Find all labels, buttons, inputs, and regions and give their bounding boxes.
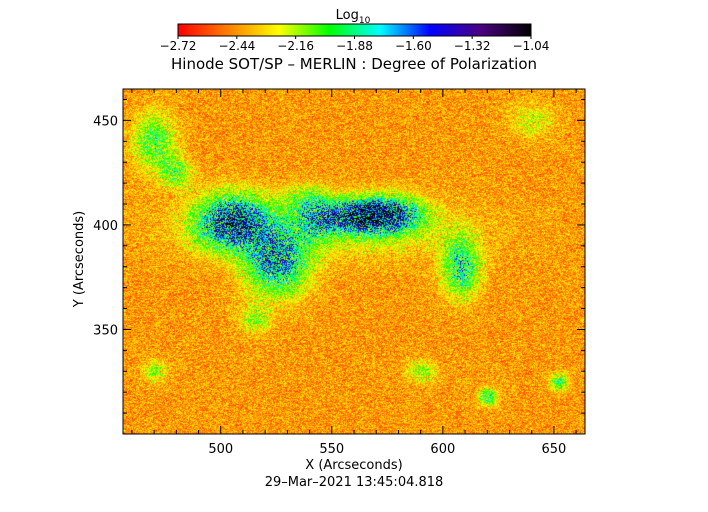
axis-ticks: 500 550 600 650 350 400 450	[93, 89, 585, 457]
colorbar-tick-label: −2.16	[277, 39, 314, 53]
x-axis-label: X (Arcseconds)	[305, 458, 402, 473]
x-tick-label: 500	[208, 442, 233, 457]
x-tick-label: 600	[430, 442, 455, 457]
y-tick-label: 400	[93, 219, 118, 234]
colorbar-label: Log10	[336, 8, 371, 26]
colorbar-tick-label: −1.04	[513, 39, 550, 53]
colorbar-tick-label: −2.44	[218, 39, 255, 53]
chart-title: Hinode SOT/SP – MERLIN : Degree of Polar…	[171, 55, 537, 73]
x-tick-label: 650	[541, 442, 566, 457]
colorbar-tick-label: −1.32	[454, 39, 491, 53]
x-tick-label: 550	[319, 442, 344, 457]
heatmap-image	[123, 89, 585, 434]
colorbar-tick-label: −1.88	[336, 39, 373, 53]
colorbar	[177, 23, 532, 37]
colorbar-ticks: −2.72 −2.44 −2.16 −1.88 −1.60 −1.32 −1.04	[160, 36, 550, 53]
y-tick-label: 450	[93, 114, 118, 129]
timestamp: 29–Mar–2021 13:45:04.818	[265, 475, 444, 490]
y-tick-label: 350	[93, 323, 118, 338]
colorbar-tick-label: −2.72	[160, 39, 197, 53]
colorbar-label-subscript: 10	[359, 16, 371, 26]
y-axis-label: Y (Arcseconds)	[72, 211, 87, 308]
colorbar-tick-label: −1.60	[395, 39, 432, 53]
